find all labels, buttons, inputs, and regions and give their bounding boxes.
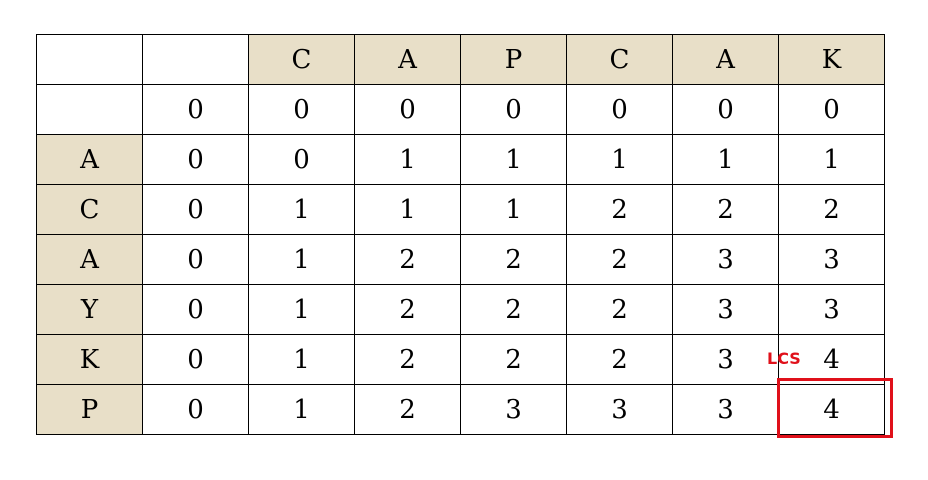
table-cell: 1 [248,284,355,335]
lcs-label: LCS [767,349,801,368]
row-header: P [36,384,143,435]
table-cell: 1 [248,334,355,385]
table-cell: 1 [354,184,461,235]
table-cell: 3 [566,384,673,435]
table-cell: 3 [672,284,779,335]
table-cell: 0 [566,84,673,135]
lcs-table: C A P C A K 0 0 0 0 0 0 0 A 0 0 1 1 1 1 … [36,34,885,435]
table-cell: 3 [672,234,779,285]
table-row: A 0 1 2 2 2 3 3 [36,234,885,285]
table-row: 0 0 0 0 0 0 0 [36,84,885,135]
table-cell: 2 [778,184,885,235]
table-cell: 1 [778,134,885,185]
table-cell: 0 [142,234,249,285]
table-cell: 2 [566,184,673,235]
table-cell: 4 [778,334,885,385]
table-row: C A P C A K [36,34,885,85]
table-cell: 0 [354,84,461,135]
table-row: K 0 1 2 2 2 3 4 [36,334,885,385]
table-row: C 0 1 1 1 2 2 2 [36,184,885,235]
table-cell: 1 [460,184,567,235]
table-cell: 3 [672,334,779,385]
column-header: A [672,34,779,85]
corner-cell [36,34,143,85]
table-row: A 0 0 1 1 1 1 1 [36,134,885,185]
table-cell: 0 [672,84,779,135]
table-cell: 2 [354,284,461,335]
table-cell: 3 [778,234,885,285]
table-cell: 2 [460,334,567,385]
table-cell: 1 [248,384,355,435]
table-cell: 2 [354,234,461,285]
empty-column-header [142,34,249,85]
table-cell: 3 [778,284,885,335]
column-header: P [460,34,567,85]
table-row: Y 0 1 2 2 2 3 3 [36,284,885,335]
table-cell: 2 [566,334,673,385]
table-cell: 2 [460,234,567,285]
column-header: A [354,34,461,85]
table-cell: 1 [248,234,355,285]
row-header: K [36,334,143,385]
table-cell: 1 [672,134,779,185]
column-header: C [248,34,355,85]
table-cell: 0 [142,184,249,235]
table-cell: 1 [460,134,567,185]
table-cell: 1 [354,134,461,185]
row-header: C [36,184,143,235]
table-cell: 2 [566,284,673,335]
table-row: P 0 1 2 3 3 3 4 [36,384,885,435]
row-header: A [36,234,143,285]
table-cell: 0 [142,284,249,335]
empty-row-header [36,84,143,135]
table-cell: 1 [248,184,355,235]
table-cell: 0 [248,84,355,135]
table-cell: 0 [142,134,249,185]
column-header: C [566,34,673,85]
table-cell: 2 [354,334,461,385]
row-header: Y [36,284,143,335]
table-cell: 1 [566,134,673,185]
table-cell: 2 [566,234,673,285]
table-cell: 2 [460,284,567,335]
table-cell: 3 [460,384,567,435]
table-cell: 0 [142,334,249,385]
row-header: A [36,134,143,185]
table-cell: 0 [142,84,249,135]
table-cell: 3 [672,384,779,435]
table-cell: 0 [248,134,355,185]
table-cell: 2 [354,384,461,435]
table-cell: 2 [672,184,779,235]
lcs-result-cell: 4 [778,384,885,435]
table-cell: 0 [142,384,249,435]
column-header: K [778,34,885,85]
table-cell: 0 [460,84,567,135]
table-cell: 0 [778,84,885,135]
